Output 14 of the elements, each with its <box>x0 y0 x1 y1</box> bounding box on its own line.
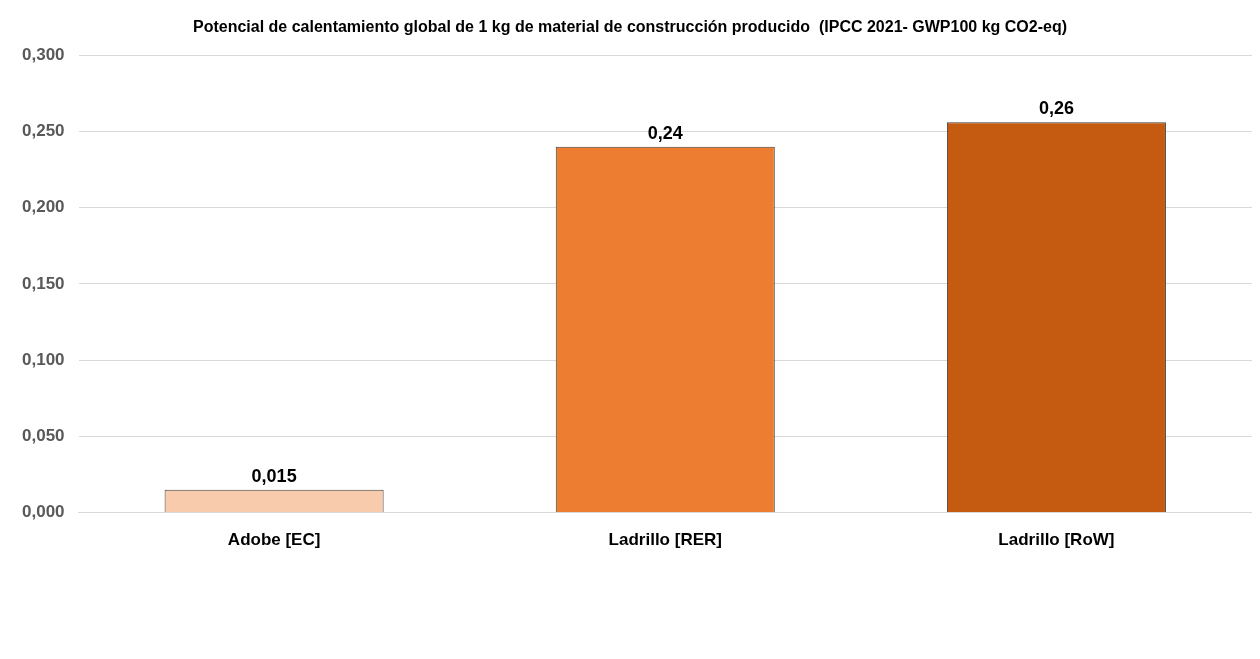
data-label: 0,24 <box>647 122 683 143</box>
y-tick-label: 0,150 <box>21 273 65 293</box>
y-tick-label: 0,200 <box>21 197 65 217</box>
y-tick-label: 0,000 <box>21 502 65 522</box>
y-tick-label: 0,050 <box>21 426 65 446</box>
x-tick-label: Ladrillo [RoW] <box>998 530 1115 550</box>
x-tick-label: Ladrillo [RER] <box>608 530 722 550</box>
data-label: 0,015 <box>251 465 297 486</box>
y-tick-label: 0,100 <box>21 349 65 369</box>
data-label: 0,26 <box>1038 98 1074 119</box>
x-tick-label: Adobe [EC] <box>227 530 321 550</box>
chart-title: Potencial de calentamiento global de 1 kg de material de construcción producido (IPCC 2021- GWP100 kg CO2-eq) <box>193 18 1067 36</box>
y-tick-label: 0,300 <box>21 44 65 64</box>
y-tick-label: 0,250 <box>21 121 65 141</box>
